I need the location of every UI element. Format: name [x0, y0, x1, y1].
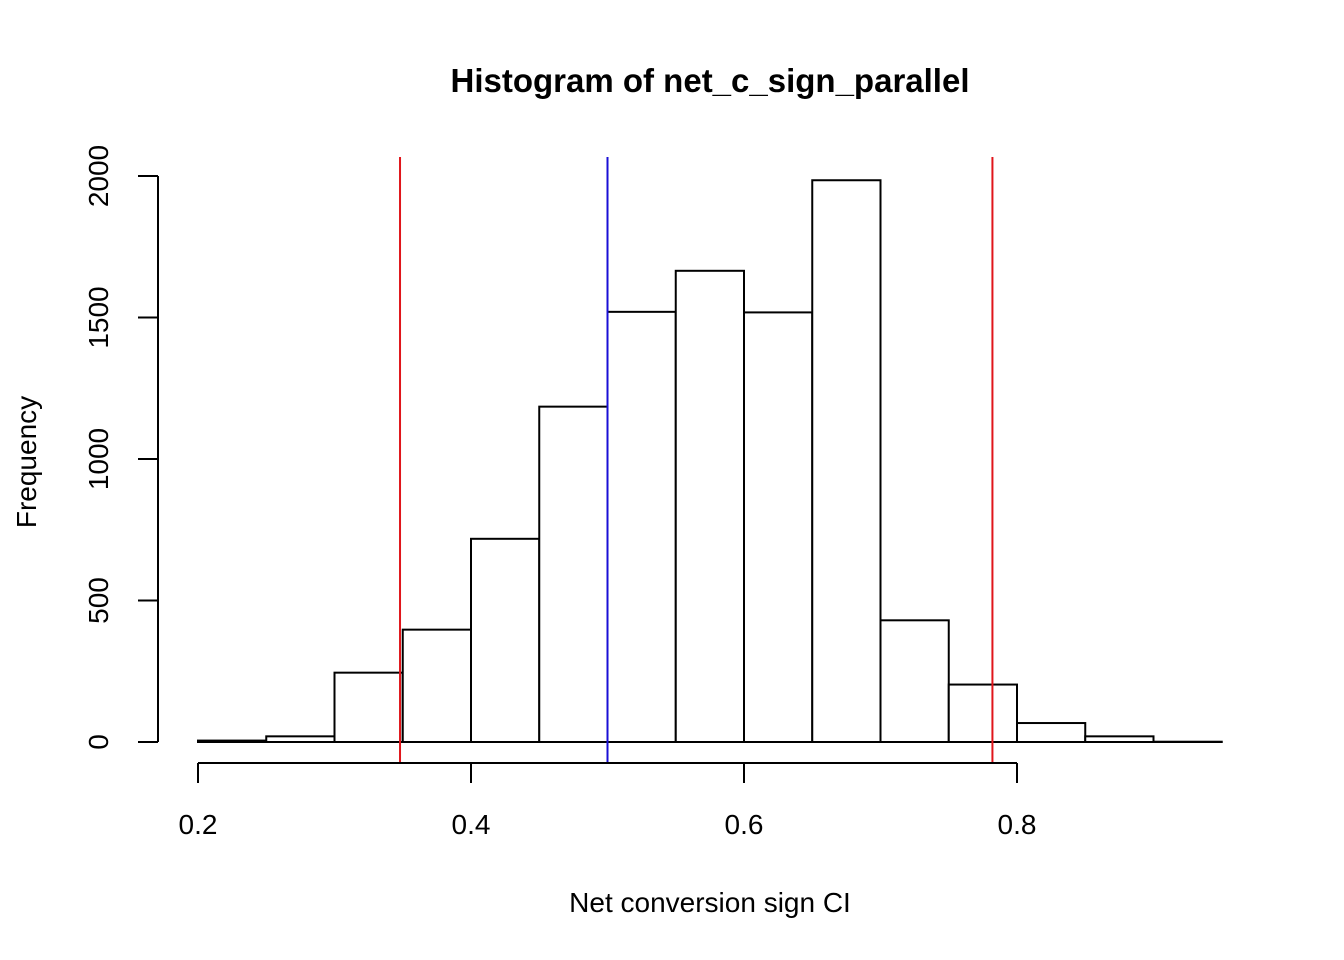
reference-lines	[399, 157, 994, 763]
x-tick-label: 0.4	[452, 809, 491, 840]
y-tick-label: 2000	[83, 145, 114, 207]
y-tick-label: 1500	[83, 286, 114, 348]
histogram-bar	[743, 311, 814, 743]
x-tick-label: 0.2	[179, 809, 218, 840]
histogram-bar	[470, 537, 541, 744]
histogram-bar	[538, 405, 609, 743]
y-axis-label: Frequency	[11, 396, 42, 528]
histogram-bar	[811, 179, 882, 743]
x-tick-label: 0.6	[725, 809, 764, 840]
y-axis: 0 500 1000 1500 2000	[83, 145, 159, 750]
histogram-bars	[197, 179, 1223, 744]
x-axis-label: Net conversion sign CI	[569, 887, 851, 918]
histogram-bar	[1016, 722, 1087, 744]
histogram-bar	[879, 619, 950, 743]
x-axis: 0.2 0.4 0.6 0.8	[179, 762, 1037, 840]
histogram-bar	[947, 683, 1018, 744]
y-tick-label: 0	[83, 734, 114, 750]
histogram-bar	[333, 671, 404, 743]
chart-title: Histogram of net_c_sign_parallel	[451, 62, 970, 99]
histogram-bar	[401, 628, 472, 743]
y-tick-label: 500	[83, 577, 114, 624]
histogram-bar	[674, 269, 745, 743]
histogram-bar	[606, 310, 677, 743]
x-tick-label: 0.8	[998, 809, 1037, 840]
y-tick-label: 1000	[83, 428, 114, 490]
